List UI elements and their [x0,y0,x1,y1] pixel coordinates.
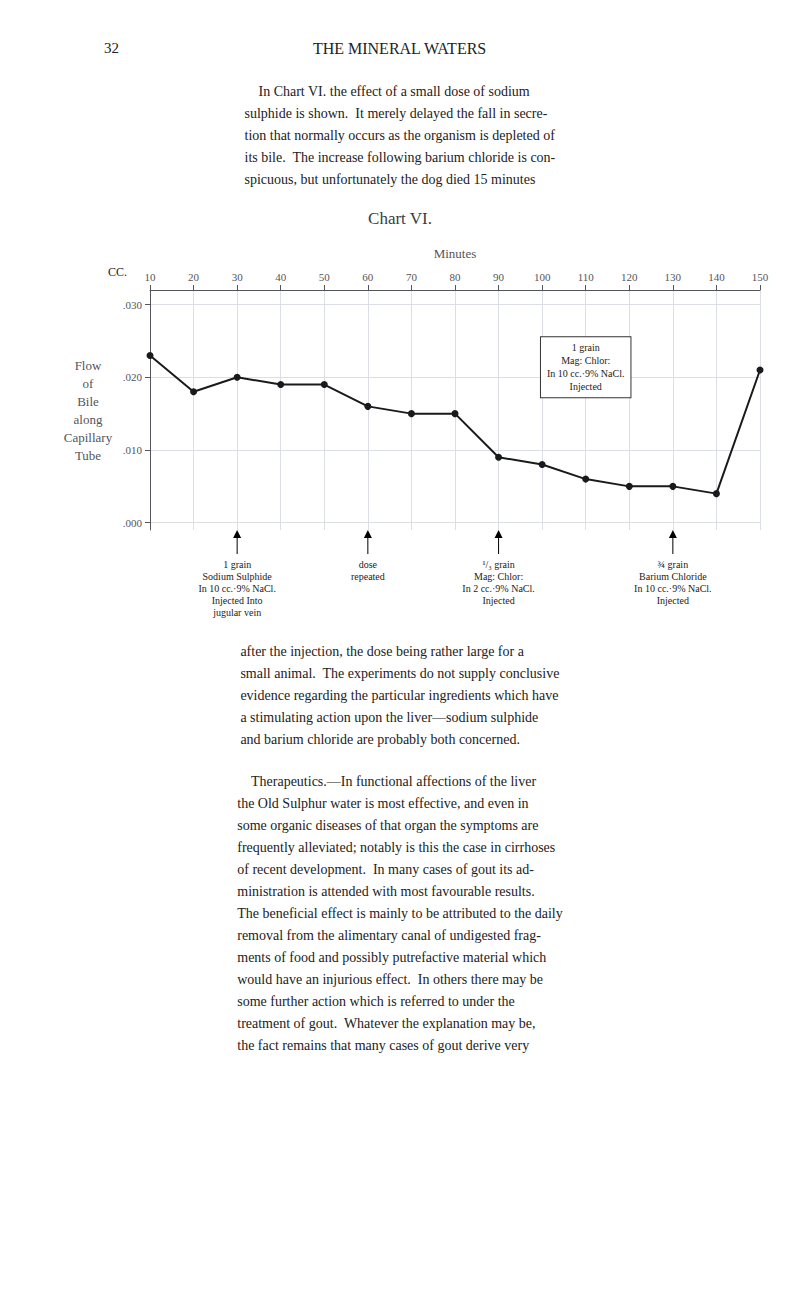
svg-text:140: 140 [708,271,725,283]
svg-text:10: 10 [145,271,157,283]
svg-text:Injected Into: Injected Into [212,595,263,606]
svg-text:of recent development. In man: of recent development. In many cases of … [237,862,534,877]
svg-text:Injected: Injected [482,595,514,606]
svg-text:130: 130 [665,271,682,283]
svg-text:¾ grain: ¾ grain [658,559,689,570]
svg-text:Mag: Chlor:: Mag: Chlor: [474,571,523,582]
svg-text:Capillary: Capillary [64,430,113,445]
svg-text:ministration is attended with: ministration is attended with most favou… [237,884,534,899]
svg-text:Chart VI.: Chart VI. [368,209,432,228]
svg-text:jugular vein: jugular vein [212,607,261,618]
svg-text:20: 20 [188,271,200,283]
svg-text:120: 120 [621,271,638,283]
svg-text:ments of food and possibly put: ments of food and possibly putrefactive … [237,950,546,965]
svg-text:the fact remains that many cas: the fact remains that many cases of gout… [237,1038,529,1053]
svg-text:dose: dose [359,559,378,570]
svg-text:sulphide is shown. It merely: sulphide is shown. It merely delayed the… [244,106,547,121]
svg-text:the Old Sulphur water is most: the Old Sulphur water is most effective,… [237,796,528,811]
svg-text:1 grain: 1 grain [572,342,600,353]
svg-text:after the injection, the dose: after the injection, the dose being rath… [240,644,524,659]
svg-text:its bile. The increase follow: its bile. The increase following barium … [244,150,555,165]
svg-text:Barium Chloride: Barium Chloride [639,571,707,582]
svg-text:and barium chloride are probab: and barium chloride are probably both co… [240,732,520,747]
svg-text:Bile: Bile [77,394,99,409]
svg-text:110: 110 [578,271,595,283]
svg-text:Minutes: Minutes [434,246,477,261]
svg-text:some organic diseases of that: some organic diseases of that organ the … [237,818,538,833]
svg-text:repeated: repeated [351,571,385,582]
svg-text:spicuous, but unfortunately th: spicuous, but unfortunately the dog died… [244,172,535,187]
svg-text:along: along [74,412,103,427]
svg-text:a stimulating action upon the: a stimulating action upon the liver—sodi… [240,710,538,725]
svg-text:THE MINERAL WATERS: THE MINERAL WATERS [313,40,486,57]
svg-text:Injected: Injected [570,381,602,392]
svg-text:60: 60 [362,271,374,283]
svg-text:1 grain: 1 grain [223,559,251,570]
svg-text:small animal. The experiments: small animal. The experiments do not sup… [240,666,559,681]
svg-text:would have an injurious effect: would have an injurious effect. In other… [237,972,543,987]
svg-text:Tube: Tube [75,448,101,463]
svg-text:30: 30 [232,271,244,283]
svg-text:Sodium Sulphide: Sodium Sulphide [203,571,273,582]
svg-text:40: 40 [275,271,287,283]
svg-text:tion that normally occurs as t: tion that normally occurs as the organis… [244,128,555,143]
svg-text:evidence regarding the particu: evidence regarding the particular ingred… [240,688,558,703]
svg-text:Mag: Chlor:: Mag: Chlor: [561,355,610,366]
svg-text:removal from the alimentary ca: removal from the alimentary canal of und… [237,928,541,943]
svg-text:Injected: Injected [657,595,689,606]
svg-text:The beneficial effect is mainl: The beneficial effect is mainly to be at… [237,906,563,921]
svg-text:90: 90 [493,271,505,283]
svg-text:.020: .020 [123,371,143,383]
svg-text:some further action which is r: some further action which is referred to… [237,994,515,1009]
svg-text:Flow: Flow [75,358,102,373]
svg-text:150: 150 [752,271,769,283]
svg-text:32: 32 [104,40,119,56]
svg-text:of: of [83,376,95,391]
svg-text:In 10 cc.·9% NaCl.: In 10 cc.·9% NaCl. [634,583,711,594]
svg-text:.030: .030 [123,299,143,311]
svg-text:80: 80 [450,271,462,283]
svg-text:treatment of gout. Whatever t: treatment of gout. Whatever the explanat… [237,1016,535,1031]
svg-text:In Chart VI. the effect of a s: In Chart VI. the effect of a small dose … [244,84,529,99]
svg-text:50: 50 [319,271,331,283]
svg-text:70: 70 [406,271,418,283]
svg-text:.010: .010 [123,444,143,456]
svg-text:Therapeutics.—In functional af: Therapeutics.—In functional affections o… [237,774,536,789]
svg-text:In 10 cc.·9% NaCl.: In 10 cc.·9% NaCl. [198,583,275,594]
svg-text:¹/₃ grain: ¹/₃ grain [482,559,514,570]
svg-text:In 2 cc.·9% NaCl.: In 2 cc.·9% NaCl. [462,583,534,594]
svg-text:In 10 cc.·9% NaCl.: In 10 cc.·9% NaCl. [547,368,624,379]
svg-text:CC.: CC. [108,265,127,279]
svg-text:.000: .000 [123,517,143,529]
svg-text:100: 100 [534,271,551,283]
svg-text:frequently alleviated; notably: frequently alleviated; notably is this t… [237,840,555,855]
